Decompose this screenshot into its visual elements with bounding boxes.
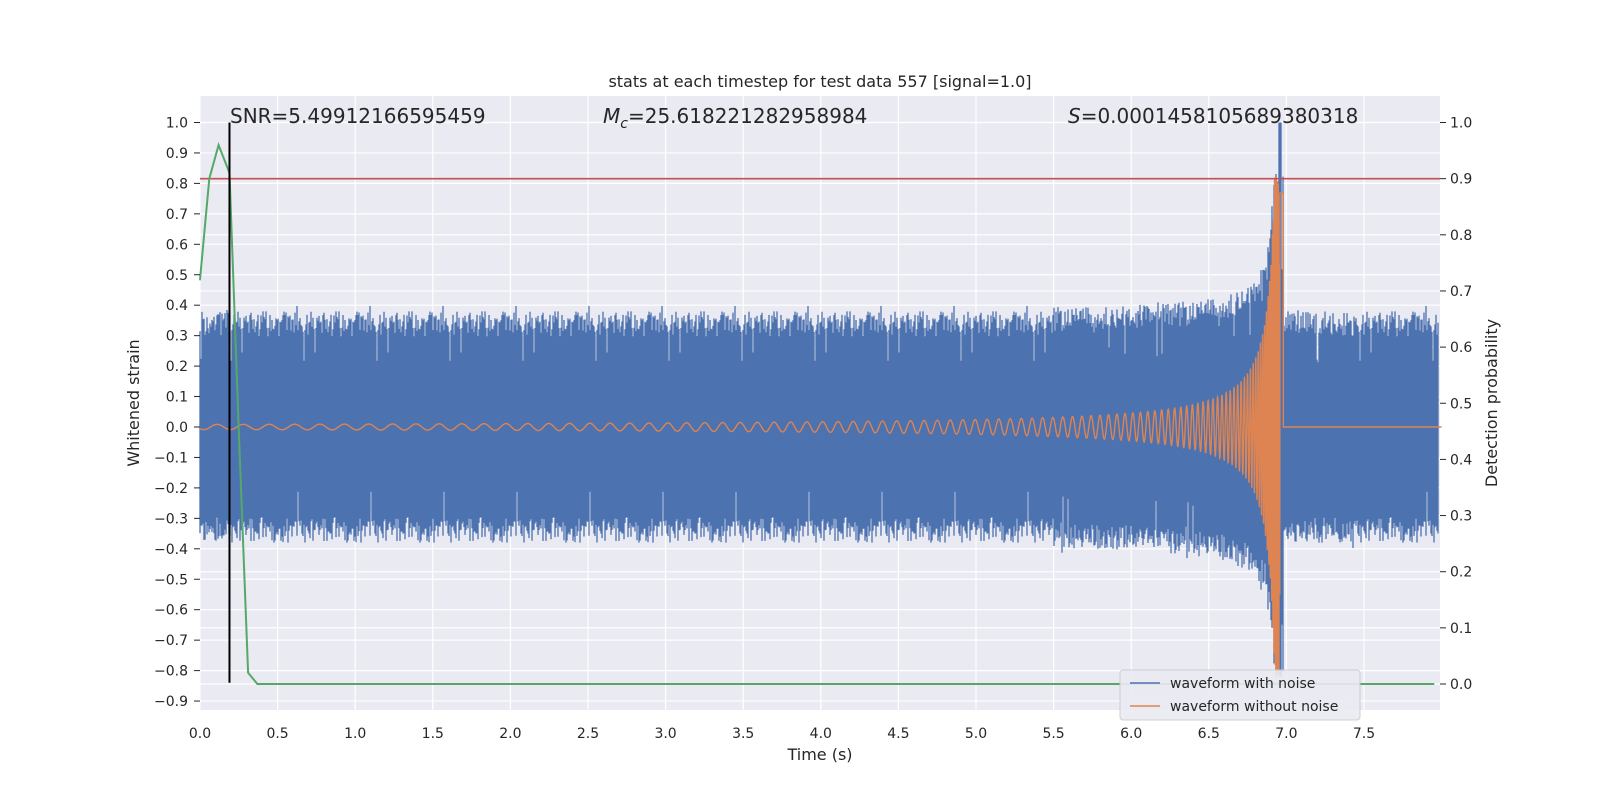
x-tick-label: 2.0 bbox=[499, 726, 521, 742]
y-tick-label-left: 0.1 bbox=[166, 390, 188, 406]
detection-probability-point bbox=[256, 683, 259, 685]
x-tick-label: 1.5 bbox=[422, 726, 444, 742]
detection-probability-point bbox=[664, 683, 667, 685]
y-tick-label-left: 0.3 bbox=[166, 329, 188, 345]
detection-probability-point bbox=[208, 177, 211, 180]
y-tick-label-right: 1.0 bbox=[1450, 116, 1472, 132]
y-tick-label-left: 0.7 bbox=[166, 207, 188, 223]
y-tick-label-right: 0.9 bbox=[1450, 172, 1472, 188]
y-tick-label-left: −0.8 bbox=[154, 664, 188, 680]
y-tick-label-left: −0.4 bbox=[154, 542, 188, 558]
chirp-mass-value: =25.618221282958984 bbox=[628, 104, 867, 128]
x-tick-label: 7.0 bbox=[1275, 726, 1297, 742]
y-tick-label-left: −0.5 bbox=[154, 572, 188, 588]
y-tick-label-right: 0.6 bbox=[1450, 340, 1472, 356]
series-detection-probability bbox=[199, 141, 1434, 685]
detection-probability-point bbox=[1433, 683, 1435, 685]
y-tick-label-left: −0.9 bbox=[154, 694, 188, 710]
chart-title: stats at each timestep for test data 557… bbox=[608, 72, 1031, 91]
detection-probability-point bbox=[247, 672, 249, 674]
y-tick-label-left: 0.9 bbox=[166, 146, 188, 162]
detection-probability-point bbox=[276, 683, 279, 685]
y-tick-label-left: 0.4 bbox=[166, 298, 188, 314]
y-tick-label-left: −0.1 bbox=[154, 450, 188, 466]
detection-probability-point bbox=[354, 683, 357, 685]
x-tick-label: 3.0 bbox=[654, 726, 676, 742]
s-value: =0.0001458105689380318 bbox=[1081, 104, 1359, 128]
y-tick-label-right: 0.3 bbox=[1450, 509, 1472, 525]
x-tick-label: 4.0 bbox=[810, 726, 832, 742]
y-tick-label-right: 0.4 bbox=[1450, 452, 1472, 468]
legend: waveform with noise waveform without noi… bbox=[1119, 669, 1361, 721]
y-tick-label-left: −0.6 bbox=[154, 603, 188, 619]
chart-marks bbox=[199, 122, 1442, 685]
chirp-mass-symbol: M bbox=[603, 104, 620, 128]
x-tick-label: 1.0 bbox=[344, 726, 366, 742]
y-tick-label-left: −0.3 bbox=[154, 511, 188, 527]
x-tick-label: 2.5 bbox=[577, 726, 599, 742]
y-tick-label-right: 0.5 bbox=[1450, 396, 1472, 412]
y-tick-label-right: 0.2 bbox=[1450, 565, 1472, 581]
y-tick-label-right: 0.1 bbox=[1450, 621, 1472, 637]
legend-label-noise: waveform with noise bbox=[1170, 676, 1315, 692]
detection-probability-point bbox=[975, 683, 977, 685]
y-tick-label-left: 0.8 bbox=[166, 176, 188, 192]
x-tick-label: 0.0 bbox=[189, 726, 211, 742]
x-tick-label: 3.5 bbox=[732, 726, 754, 742]
x-tick-label: 5.5 bbox=[1042, 726, 1064, 742]
y-tick-label-left: 0.6 bbox=[166, 237, 188, 253]
y-tick-label-right: 0.8 bbox=[1450, 228, 1472, 244]
s-annotation: S=0.0001458105689380318 bbox=[1068, 104, 1358, 128]
chirp-mass-subscript: c bbox=[620, 116, 628, 132]
x-tick-label: 4.5 bbox=[887, 726, 909, 742]
detection-probability-point bbox=[238, 430, 240, 433]
detection-probability-point bbox=[199, 278, 201, 281]
x-axis-label: Time (s) bbox=[786, 745, 852, 764]
legend-box bbox=[1119, 669, 1361, 721]
y-tick-label-left: −0.7 bbox=[154, 633, 188, 649]
tick-labels: 0.0 0.5 1.0 1.5 2.0 2.5 3.0 3.5 4.0 4.5 5.0 5.5 6.0 6… bbox=[154, 116, 1472, 743]
y-axis-label-left: Whitened strain bbox=[124, 339, 143, 466]
x-tick-label: 6.5 bbox=[1198, 726, 1220, 742]
series-waveform-without-noise bbox=[199, 177, 1442, 677]
y-tick-label-right: 0.0 bbox=[1450, 677, 1472, 693]
y-tick-label-left: 0.5 bbox=[166, 268, 188, 284]
y-tick-label-left: 0.0 bbox=[166, 420, 188, 436]
x-tick-label: 0.5 bbox=[266, 726, 288, 742]
detection-probability-point bbox=[509, 683, 512, 685]
y-axis-label-right: Detection probability bbox=[1482, 319, 1501, 487]
detection-probability-point bbox=[820, 683, 822, 685]
legend-label-clean: waveform without noise bbox=[1170, 699, 1338, 715]
y-tick-label-left: 0.2 bbox=[166, 359, 188, 375]
chirp-mass-annotation: Mc=25.618221282958984 bbox=[603, 104, 867, 132]
s-symbol: S bbox=[1068, 104, 1081, 128]
y-tick-label-right: 0.7 bbox=[1450, 284, 1472, 300]
y-tick-label-left: −0.2 bbox=[154, 481, 188, 497]
detection-probability-point bbox=[217, 144, 220, 146]
y-tick-label-left: 1.0 bbox=[166, 116, 188, 132]
snr-annotation: SNR=5.49912166595459 bbox=[230, 104, 486, 128]
x-tick-label: 6.0 bbox=[1120, 726, 1142, 742]
x-tick-label: 7.5 bbox=[1353, 726, 1375, 742]
x-tick-label: 5.0 bbox=[965, 726, 987, 742]
